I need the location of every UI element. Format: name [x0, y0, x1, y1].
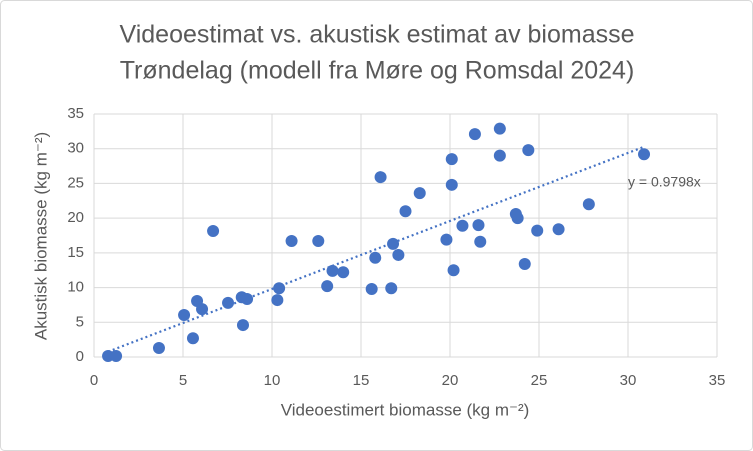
point [385, 282, 398, 295]
x-tick-label: 25 [531, 372, 548, 389]
trendline [107, 145, 645, 353]
x-tick-label: 10 [264, 372, 281, 389]
y-tick-label: 10 [67, 279, 84, 296]
point [241, 293, 254, 306]
x-tick-label: 20 [442, 372, 459, 389]
chart-title: Trøndelag (modell fra Møre og Romsdal 20… [120, 57, 635, 85]
plot [102, 122, 651, 363]
point [152, 341, 165, 354]
y-tick-label: 25 [67, 174, 84, 191]
point [186, 332, 199, 345]
trendline-label: y = 0.9798x [628, 174, 701, 190]
point [552, 223, 565, 236]
point [522, 144, 535, 157]
point [493, 122, 506, 135]
point [392, 248, 405, 261]
point [638, 148, 651, 161]
point [312, 235, 325, 248]
x-tick-label: 30 [620, 372, 637, 389]
point [440, 233, 453, 246]
point [326, 264, 339, 277]
point [399, 205, 412, 218]
x-tick-label: 0 [90, 372, 98, 389]
point [493, 149, 506, 162]
point [387, 237, 400, 250]
point [445, 178, 458, 191]
point [337, 266, 350, 279]
point [447, 264, 460, 277]
point [285, 235, 298, 248]
point [369, 251, 382, 264]
point [273, 282, 286, 295]
point [236, 319, 249, 332]
point [468, 128, 481, 141]
point [456, 219, 469, 232]
x-tick-label: 15 [353, 372, 370, 389]
point [207, 224, 220, 237]
y-tick-label: 30 [67, 140, 84, 157]
point [321, 280, 334, 293]
point [413, 187, 426, 200]
point [222, 296, 235, 309]
y-tick-label: 15 [67, 244, 84, 261]
point [365, 282, 378, 295]
y-tick-label: 20 [67, 209, 84, 226]
x-axis-title: Videoestimert biomasse (kg m⁻²) [281, 400, 530, 419]
point [472, 219, 485, 232]
point [374, 171, 387, 184]
chart-title: Videoestimat vs. akustisk estimat av bio… [119, 21, 634, 49]
point [511, 212, 524, 225]
x-tick-label: 5 [179, 372, 187, 389]
x-tick-label: 35 [709, 372, 726, 389]
point [474, 235, 487, 248]
y-tick-label: 5 [76, 313, 84, 330]
y-tick-label: 0 [76, 348, 84, 365]
point [271, 294, 284, 307]
y-axis-title: Akustisk biomasse (kg m⁻²) [31, 132, 50, 340]
y-tick-label: 35 [67, 105, 84, 122]
point [582, 198, 595, 211]
point [445, 153, 458, 166]
point [518, 257, 531, 270]
point [531, 224, 544, 237]
point [196, 303, 209, 316]
grid [93, 113, 718, 358]
point [178, 308, 191, 321]
point [110, 350, 123, 363]
